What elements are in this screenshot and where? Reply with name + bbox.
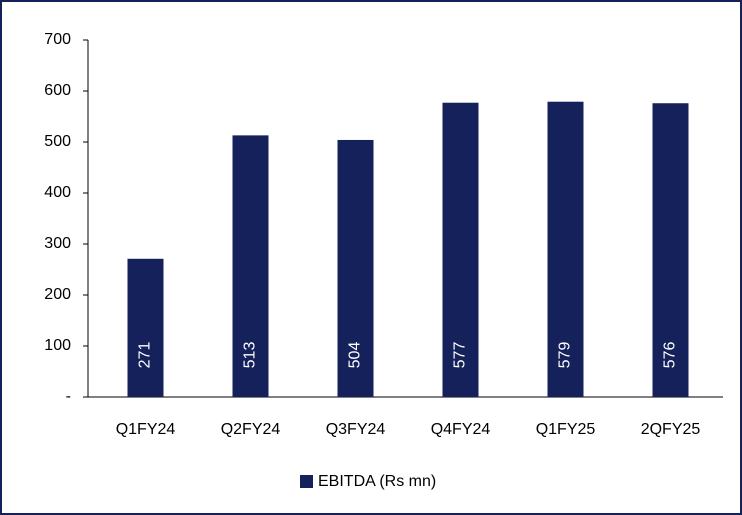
y-tick-label: 200	[44, 286, 71, 303]
bar	[652, 103, 689, 398]
data-label: 576	[662, 342, 679, 369]
legend-swatch	[300, 475, 313, 488]
bar	[232, 135, 269, 397]
data-label: 579	[557, 342, 574, 369]
x-tick-label: Q3FY24	[326, 421, 386, 438]
bar	[127, 258, 164, 397]
bar	[547, 101, 584, 398]
y-tick-label: 100	[44, 337, 71, 354]
data-label: 577	[452, 342, 469, 369]
y-tick-label: 500	[44, 133, 71, 150]
x-tick-label: Q2FY24	[221, 421, 281, 438]
bar	[442, 102, 479, 397]
x-tick-label: Q1FY25	[536, 421, 596, 438]
x-tick-label: Q1FY24	[116, 421, 176, 438]
y-tick-label: 700	[44, 31, 71, 48]
data-label: 504	[347, 342, 364, 369]
y-tick-label: 600	[44, 82, 71, 99]
y-tick-label: 400	[44, 184, 71, 201]
data-label: 271	[137, 342, 154, 369]
x-tick-label: 2QFY25	[641, 421, 701, 438]
y-tick-label: 300	[44, 235, 71, 252]
y-tick-label: -	[66, 388, 71, 405]
x-tick-label: Q4FY24	[431, 421, 491, 438]
legend-label: EBITDA (Rs mn)	[318, 473, 436, 490]
data-label: 513	[242, 342, 259, 369]
bar	[337, 139, 374, 397]
